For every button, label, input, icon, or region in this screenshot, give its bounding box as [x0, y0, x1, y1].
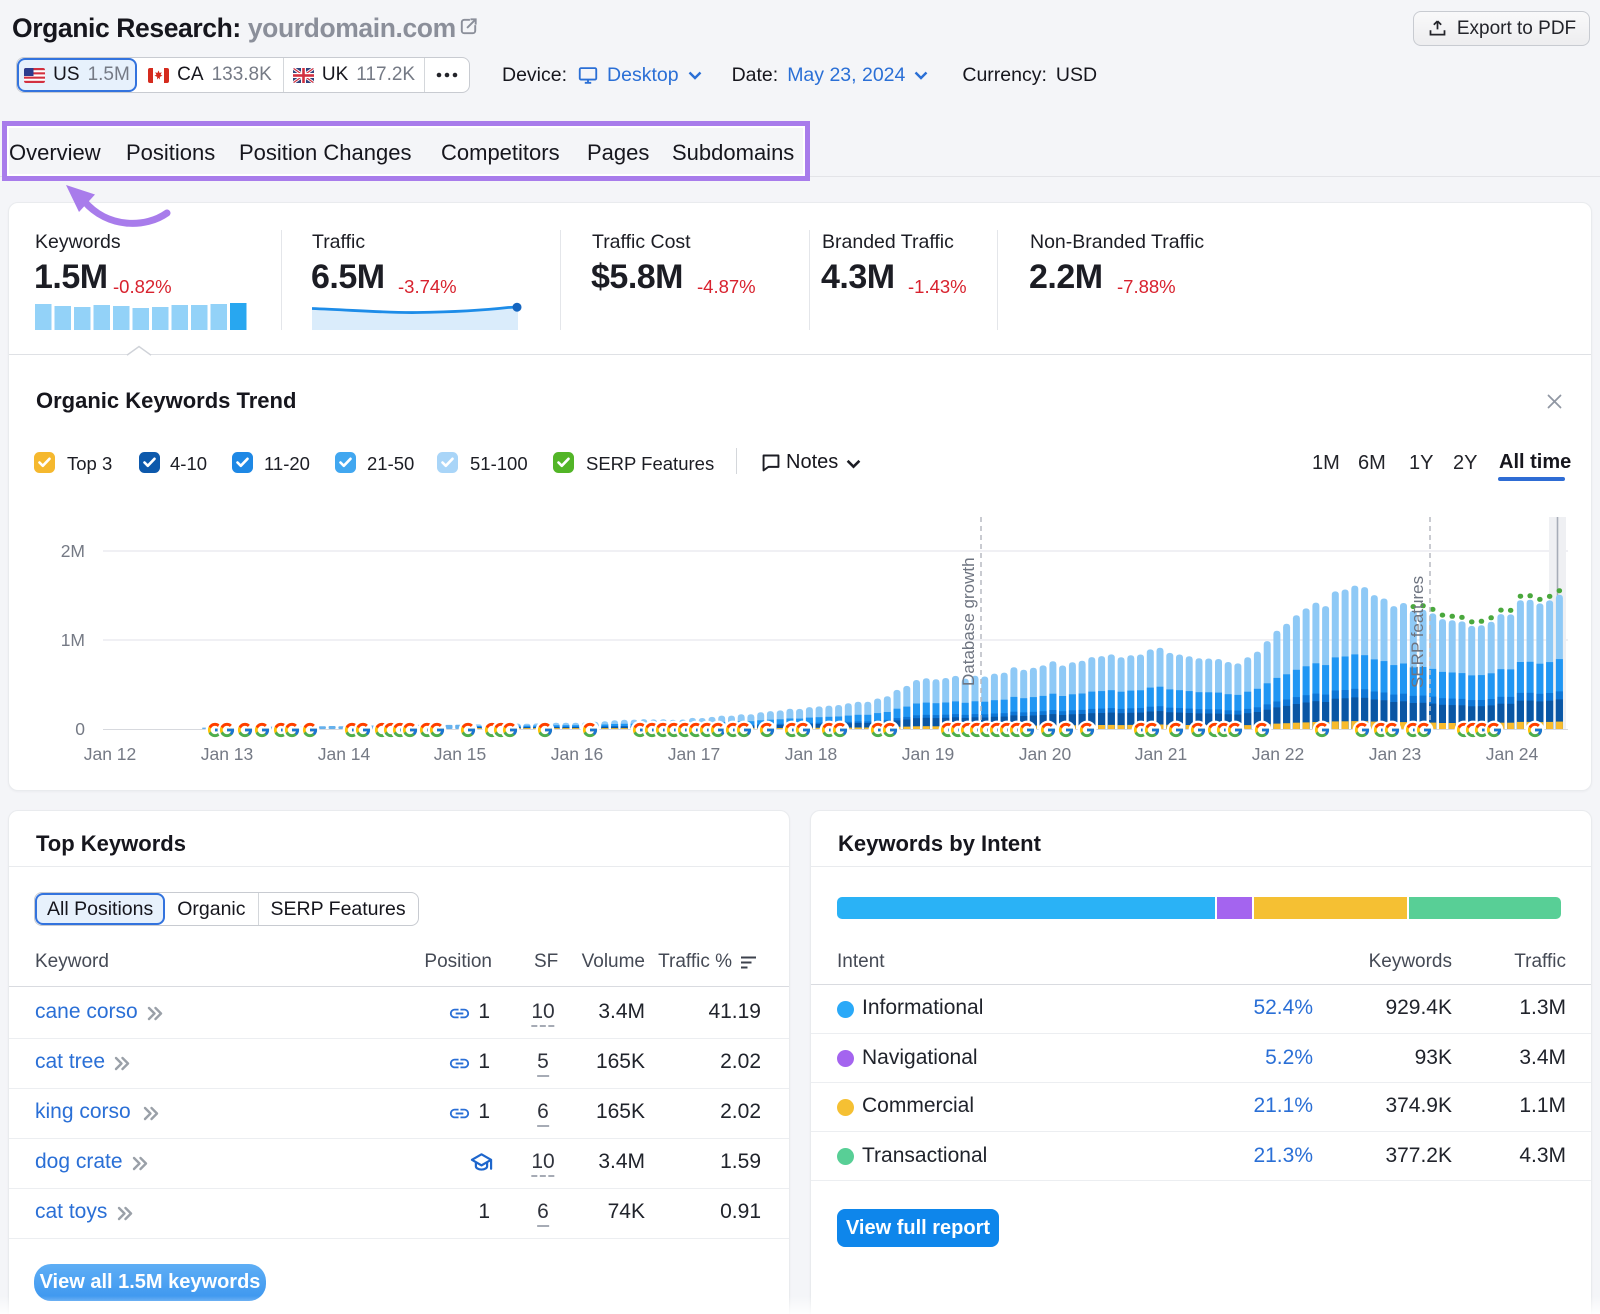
svg-text:Jan 16: Jan 16 — [551, 744, 604, 764]
svg-text:Database growth: Database growth — [959, 557, 978, 686]
svg-text:Jan 22: Jan 22 — [1252, 744, 1305, 764]
svg-text:Jan 20: Jan 20 — [1019, 744, 1072, 764]
svg-text:0: 0 — [75, 719, 85, 739]
svg-text:Jan 17: Jan 17 — [668, 744, 721, 764]
svg-text:Jan 15: Jan 15 — [434, 744, 487, 764]
svg-text:Jan 21: Jan 21 — [1135, 744, 1188, 764]
svg-text:SERP features: SERP features — [1408, 576, 1427, 688]
svg-text:Jan 12: Jan 12 — [84, 744, 137, 764]
svg-text:2M: 2M — [61, 541, 85, 561]
svg-text:Jan 19: Jan 19 — [902, 744, 955, 764]
svg-text:Jan 24: Jan 24 — [1486, 744, 1539, 764]
svg-text:Jan 23: Jan 23 — [1369, 744, 1422, 764]
svg-text:Jan 18: Jan 18 — [785, 744, 838, 764]
svg-text:Jan 13: Jan 13 — [201, 744, 254, 764]
svg-text:Jan 14: Jan 14 — [318, 744, 371, 764]
svg-text:1M: 1M — [61, 630, 85, 650]
